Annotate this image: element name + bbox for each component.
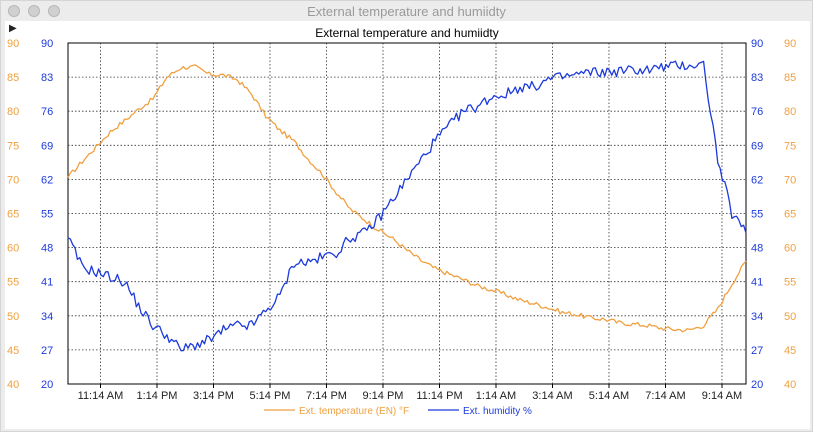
x-tick-label: 7:14 PM [306, 390, 347, 402]
y-tick-label: 45 [784, 345, 796, 357]
legend-label: Ext. temperature (EN) °F [299, 406, 409, 417]
y-tick-label: 40 [7, 379, 19, 391]
y-tick-label: 62 [751, 174, 763, 186]
zoom-icon[interactable] [48, 5, 60, 17]
y-tick-label: 69 [41, 140, 53, 152]
y-tick-label: 41 [41, 277, 53, 289]
play-icon[interactable]: ▶ [9, 23, 17, 34]
y-tick-label: 48 [751, 243, 763, 255]
y-tick-label: 60 [7, 243, 19, 255]
y-tick-label: 90 [784, 38, 796, 50]
x-tick-label: 9:14 AM [702, 390, 742, 402]
y-tick-label: 55 [751, 209, 763, 221]
series-line-humidity [67, 60, 747, 352]
x-tick-label: 11:14 AM [78, 390, 124, 402]
y-tick-label: 70 [784, 174, 796, 186]
y-tick-label: 90 [751, 38, 763, 50]
y-tick-label: 20 [751, 379, 763, 391]
y-tick-label: 41 [751, 277, 763, 289]
series-line-temperature [67, 64, 747, 333]
x-tick-label: 5:14 AM [589, 390, 629, 402]
y-tick-label: 48 [41, 243, 53, 255]
chart-panel: ▶ External temperature and humiidty 90 85… [5, 21, 810, 429]
y-tick-label: 50 [784, 311, 796, 323]
y-tick-label: 76 [41, 106, 53, 118]
y-tick-label: 70 [7, 174, 19, 186]
y-tick-label: 34 [41, 311, 53, 323]
y-tick-label: 80 [784, 106, 796, 118]
y-tick-label: 85 [7, 72, 19, 84]
y-tick-label: 75 [7, 140, 19, 152]
y-tick-label: 55 [7, 277, 19, 289]
legend-label: Ext. humidity % [463, 406, 532, 417]
y-tick-label: 83 [751, 72, 763, 84]
y-tick-label: 90 [41, 38, 53, 50]
chart-svg: External temperature and humiidty 90 85 80… [7, 26, 796, 417]
y-tick-label: 65 [7, 209, 19, 221]
x-tick-label: 5:14 PM [250, 390, 291, 402]
y-tick-label: 20 [41, 379, 53, 391]
y-tick-label: 65 [784, 209, 796, 221]
y-tick-label: 83 [41, 72, 53, 84]
axis-ticks: 90 85 80 75 70 65 60 55 50 45 40 90 83 76 69 62 55 48 41 34… [7, 38, 796, 402]
y-tick-label: 62 [41, 174, 53, 186]
close-icon[interactable] [8, 5, 20, 17]
y-tick-label: 34 [751, 311, 763, 323]
x-tick-label: 3:14 PM [193, 390, 234, 402]
x-tick-label: 1:14 PM [137, 390, 178, 402]
title-bar: External temperature and humiidty [1, 1, 812, 23]
series-group [67, 60, 747, 352]
grid-lines [68, 43, 746, 384]
y-tick-label: 55 [784, 277, 796, 289]
x-tick-label: 1:14 AM [476, 390, 516, 402]
x-tick-label: 3:14 AM [532, 390, 572, 402]
x-tick-label: 7:14 AM [645, 390, 685, 402]
y-tick-label: 27 [751, 345, 763, 357]
y-tick-label: 40 [784, 379, 796, 391]
y-tick-label: 85 [784, 72, 796, 84]
window-title: External temperature and humiidty [307, 4, 506, 19]
x-tick-label: 9:14 PM [363, 390, 404, 402]
y-tick-label: 60 [784, 243, 796, 255]
legend: Ext. temperature (EN) °F Ext. humidity % [264, 406, 532, 417]
y-tick-label: 75 [784, 140, 796, 152]
y-tick-label: 45 [7, 345, 19, 357]
minimize-icon[interactable] [28, 5, 40, 17]
y-tick-label: 55 [41, 209, 53, 221]
y-tick-label: 90 [7, 38, 19, 50]
chart-title: External temperature and humiidty [315, 26, 498, 40]
y-tick-label: 50 [7, 311, 19, 323]
x-tick-label: 11:14 PM [416, 390, 462, 402]
y-tick-label: 76 [751, 106, 763, 118]
y-tick-label: 69 [751, 140, 763, 152]
y-tick-label: 27 [41, 345, 53, 357]
y-tick-label: 80 [7, 106, 19, 118]
